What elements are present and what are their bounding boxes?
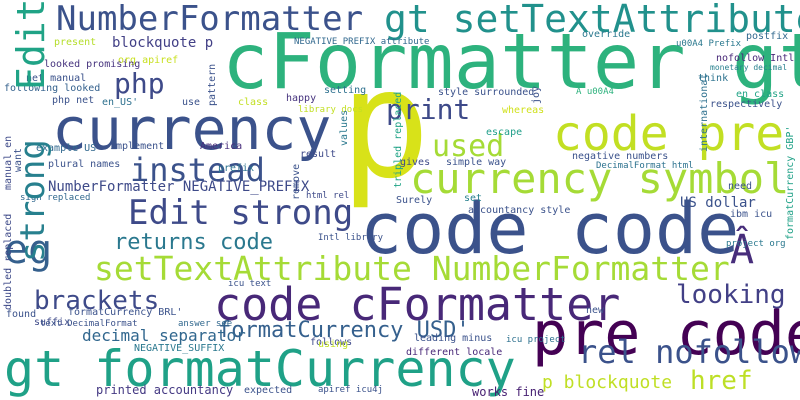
- word-setting: setting: [324, 86, 366, 96]
- word-ibm-icu: ibm icu: [730, 210, 772, 220]
- word-plural-names: plural names: [48, 160, 120, 170]
- word-href: href: [690, 368, 753, 394]
- word-project-org: project org: [726, 240, 786, 249]
- word-decimal-separator: decimal separator: [82, 328, 246, 344]
- word-u00a4-prefix: u00A4 Prefix: [676, 40, 741, 49]
- word-different-locale: different locale: [406, 348, 502, 358]
- word-a-circumflex: Â: [730, 230, 754, 270]
- word-blockquote-p: blockquote p: [112, 36, 213, 50]
- word-happy: happy: [286, 94, 316, 104]
- word-edit-strong: Edit strong: [128, 196, 353, 230]
- word-international-vertical: international: [700, 74, 710, 152]
- word-using: using: [318, 340, 348, 350]
- word-settextattribute-numberformatter: setTextAttribute NumberFormatter: [94, 252, 730, 285]
- word-override: override: [582, 30, 630, 40]
- word-php: php: [114, 70, 165, 98]
- word-result: result: [300, 150, 336, 160]
- word-icu-text: icu text: [228, 280, 271, 289]
- word-set: set: [464, 194, 482, 204]
- word-icu-project: icu project: [506, 336, 566, 345]
- word-use: use: [182, 98, 200, 108]
- word-negative-suffix: NEGATIVE_SUFFIX: [134, 344, 224, 354]
- word-looked-promising: looked promising: [44, 60, 140, 70]
- word-p-blockquote: p blockquote: [542, 374, 672, 392]
- word-tripled-replaced-vertical: tripled replaced: [394, 92, 404, 188]
- word-library-docs: library docs: [298, 106, 363, 115]
- word-class: class: [238, 98, 268, 108]
- word-leading-minus: leading minus: [414, 334, 492, 344]
- word-simple-way: simple way: [446, 158, 506, 168]
- word-found: found: [6, 310, 36, 320]
- word-respectively: respectively: [710, 100, 782, 110]
- word-monetary-decimal: monetary decimal: [710, 64, 787, 72]
- word-surely: Surely: [396, 196, 432, 206]
- word-text-decimalformat: text DecimalFormat: [40, 320, 138, 329]
- word-accountancy-style: accountancy style: [468, 206, 570, 216]
- word-joy-vertical: joy: [532, 86, 542, 104]
- word-new: new: [586, 306, 604, 316]
- word-works-fine: works fine: [472, 386, 544, 398]
- word-looking: looking: [676, 282, 786, 308]
- word-remove-vertical: remove: [292, 164, 302, 200]
- word-prefix: prefix: [218, 164, 254, 174]
- word-returns-code: returns code: [114, 232, 273, 254]
- word-html-rel: html rel: [306, 192, 349, 201]
- word-expected: expected: [244, 386, 292, 396]
- word-a-u00a4: Â u00A4: [576, 88, 614, 97]
- word-printed-accountancy: printed accountancy: [96, 384, 233, 396]
- word-values-vertical: values: [340, 110, 350, 146]
- word-rel-nofollow: rel nofollow: [578, 336, 800, 368]
- word-formatcurrency-gbp-vertical: formatCurrency GBP': [786, 126, 796, 240]
- word-numberformatter: NumberFormatter: [56, 2, 363, 36]
- word-gives: gives: [400, 158, 430, 168]
- word-escape: escape: [486, 128, 522, 138]
- word-america: America: [200, 142, 242, 152]
- word-want-vertical: want: [14, 148, 24, 172]
- word-formatcurrency-brl: formatCurrency BRL': [68, 308, 182, 318]
- word-decimalformat-html: DecimalFormat html: [596, 162, 694, 171]
- word-intl-library: Intl library: [318, 234, 383, 243]
- word-present: present: [54, 38, 96, 48]
- word-answer-see: answer see: [178, 320, 232, 329]
- word-pattern-vertical: pattern: [208, 64, 218, 106]
- word-en-us: en_US': [102, 98, 138, 108]
- word-whereas: whereas: [502, 106, 544, 116]
- word-apiref-icu4j: apiref icu4j: [318, 386, 383, 395]
- word-php-net: php net: [52, 96, 94, 106]
- word-doubled-replaced-vertical: doubled replaced: [4, 214, 14, 310]
- word-postfix: postfix: [746, 32, 788, 42]
- word-us-dollar: US dollar: [680, 196, 756, 210]
- word-negative-prefix-attribute: NEGATIVE_PREFIX attribute: [294, 38, 429, 47]
- word-numberformatter-negative-prefix: NumberFormatter NEGATIVE_PREFIX: [48, 180, 309, 194]
- word-style-surrounded: style surrounded: [438, 88, 534, 98]
- word-implement: implement: [110, 142, 164, 152]
- word-need: need: [728, 182, 752, 192]
- word-edit-vertical: Edit: [12, 0, 50, 90]
